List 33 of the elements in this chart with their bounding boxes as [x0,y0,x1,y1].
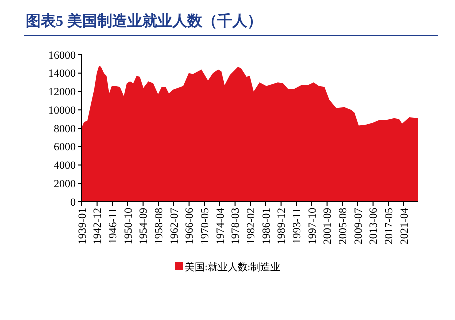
x-tick-label: 2009-07 [352,208,365,245]
x-tick-label: 1970-05 [199,208,212,245]
x-tick-label: 2017-05 [383,208,396,245]
x-tick-label: 1966-06 [184,208,196,245]
y-tick-label: 2000 [54,178,76,190]
x-tick-label: 1974-04 [214,208,227,245]
x-tick-label: 2013-06 [368,208,380,245]
y-tick-label: 10000 [48,104,76,117]
chart-title: 图表5 美国制造业就业人数（千人） [26,12,262,30]
x-tick-label: 1962-07 [168,208,181,245]
x-tick-label: 1997-10 [306,208,319,245]
x-tick-label: 1958-08 [154,208,166,245]
legend-label: 美国:就业人数:制造业 [185,262,281,274]
y-tick-label: 6000 [54,142,76,154]
x-tick-label: 1989-12 [276,208,288,245]
x-tick-label: 1978-03 [230,208,242,245]
x-tick-label: 1939-01 [76,208,89,245]
x-tick-label: 1982-02 [246,208,258,245]
x-tick-label: 1954-09 [138,208,150,245]
y-tick-label: 4000 [54,160,76,172]
x-tick-label: 1950-10 [122,208,135,245]
x-tick-label: 1946-11 [108,208,120,244]
x-tick-label: 1993-11 [291,208,304,244]
x-tick-label: 2021-04 [398,208,411,245]
x-tick-label: 1942-12 [92,208,104,245]
y-tick-label: 14000 [48,68,76,80]
x-tick-label: 2001-09 [322,208,334,245]
y-tick-label: 16000 [48,50,76,62]
y-tick-label: 12000 [48,86,76,99]
x-tick-label: 1986-01 [260,208,273,245]
x-tick-label: 2005-08 [337,208,350,245]
y-tick-label: 8000 [54,123,76,136]
y-tick-label: 0 [70,196,76,209]
